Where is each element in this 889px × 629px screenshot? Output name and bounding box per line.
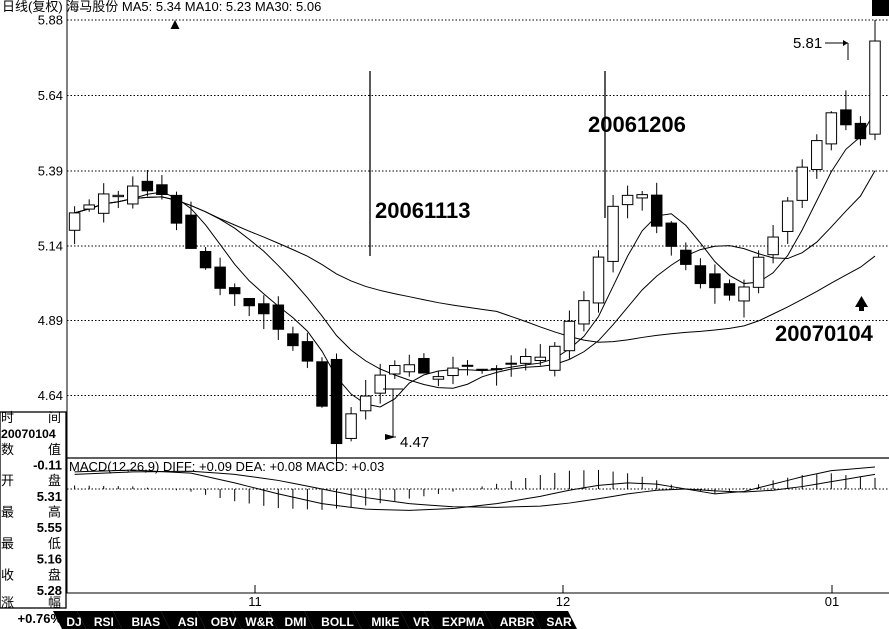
- svg-text:5.55: 5.55: [37, 520, 62, 535]
- svg-text:5.16: 5.16: [37, 552, 62, 567]
- svg-text:MACD(12,26,9) DIFF: +0.09 DEA:: MACD(12,26,9) DIFF: +0.09 DEA: +0.08 MAC…: [69, 459, 384, 474]
- svg-text:5.64: 5.64: [38, 88, 63, 103]
- svg-text:BOLL: BOLL: [321, 615, 354, 629]
- svg-text:EXPMA: EXPMA: [442, 615, 485, 629]
- svg-text:4.89: 4.89: [38, 313, 63, 328]
- svg-text:20070104: 20070104: [775, 321, 874, 346]
- svg-text:20070104: 20070104: [1, 427, 56, 441]
- svg-text:幅: 幅: [48, 595, 61, 610]
- svg-text:5.81: 5.81: [793, 35, 822, 52]
- svg-text:ARBR: ARBR: [500, 615, 535, 629]
- svg-text:-0.11: -0.11: [33, 458, 62, 473]
- svg-text:BIAS: BIAS: [131, 615, 160, 629]
- svg-text:20061206: 20061206: [588, 112, 686, 137]
- svg-text:OBV: OBV: [211, 615, 237, 629]
- svg-text:涨: 涨: [1, 595, 14, 610]
- svg-text:DMI: DMI: [285, 615, 307, 629]
- svg-text:ASI: ASI: [178, 615, 198, 629]
- svg-text:最: 最: [1, 536, 14, 551]
- svg-text:5.88: 5.88: [38, 13, 63, 28]
- svg-text:11: 11: [248, 594, 262, 609]
- svg-text:01: 01: [825, 594, 839, 609]
- svg-text:5.39: 5.39: [38, 164, 63, 179]
- svg-text:DJ: DJ: [66, 615, 81, 629]
- svg-text:5.14: 5.14: [38, 239, 63, 254]
- svg-text:值: 值: [48, 442, 61, 457]
- svg-text:MIkE: MIkE: [371, 615, 399, 629]
- svg-text:间: 间: [48, 410, 61, 425]
- svg-text:数: 数: [1, 442, 14, 457]
- svg-text:W&R: W&R: [245, 615, 274, 629]
- svg-text:低: 低: [48, 536, 61, 551]
- svg-text:5.31: 5.31: [37, 489, 62, 504]
- svg-text:收: 收: [1, 568, 14, 583]
- svg-text:开: 开: [1, 473, 14, 488]
- svg-text:SAR: SAR: [546, 615, 572, 629]
- svg-text:4.47: 4.47: [400, 434, 429, 451]
- svg-text:4.64: 4.64: [38, 388, 63, 403]
- svg-text:12: 12: [556, 594, 570, 609]
- svg-text:盘: 盘: [48, 473, 61, 488]
- svg-text:盘: 盘: [48, 568, 61, 583]
- svg-text:RSI: RSI: [94, 615, 114, 629]
- svg-text:时: 时: [1, 410, 14, 425]
- svg-text:高: 高: [48, 505, 61, 520]
- svg-text:20061113: 20061113: [375, 198, 470, 223]
- svg-text:最: 最: [1, 505, 14, 520]
